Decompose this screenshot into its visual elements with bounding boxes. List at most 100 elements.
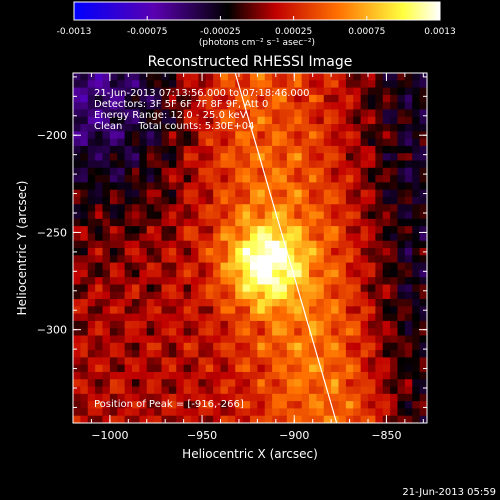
heatmap-cell [191,313,199,322]
heatmap-cell [183,138,192,147]
heatmap-cell [227,255,236,263]
heatmap-cell [154,189,162,198]
heatmap-cell [102,204,111,212]
heatmap-cell [257,87,266,96]
heatmap-cell [154,284,162,293]
heatmap-cell [353,145,362,154]
heatmap-cell [345,248,354,256]
heatmap-cell [139,226,148,234]
heatmap-cell [397,364,406,373]
heatmap-cell [205,204,214,212]
heatmap-cell [95,415,103,423]
heatmap-cell [168,393,177,402]
heatmap-cell [338,306,347,315]
heatmap-cell [161,182,170,191]
heatmap-cell [102,131,111,140]
heatmap-cell [390,320,398,329]
heatmap-cell [382,240,391,249]
heatmap-cell [176,371,185,380]
heatmap-cell [390,94,398,103]
heatmap-cell [95,233,103,242]
heatmap-cell [397,350,406,358]
heatmap-cell [412,87,421,96]
heatmap-cell [250,328,258,336]
heatmap-cell [279,386,288,395]
heatmap-cell [73,255,81,263]
heatmap-cell [139,291,148,300]
heatmap-cell [183,226,192,234]
heatmap-cell [154,408,162,417]
heatmap-cell [323,299,332,307]
heatmap-cell [272,357,280,366]
heatmap-cell [161,269,170,278]
heatmap-cell [397,87,406,96]
heatmap-cell [264,175,273,183]
heatmap-cell [235,401,244,409]
heatmap-cell [191,73,199,81]
heatmap-cell [154,269,162,278]
heatmap-cell [272,335,280,344]
heatmap-cell [309,211,317,220]
heatmap-cell [404,364,413,373]
heatmap-cell [235,299,244,307]
x-tick-label: −950 [187,429,217,442]
heatmap-cell [146,335,155,344]
heatmap-cell [368,175,376,183]
heatmap-cell [95,328,103,336]
heatmap-cell [161,211,170,220]
heatmap-cell [294,408,303,417]
heatmap-cell [168,291,177,300]
heatmap-cell [316,328,325,336]
heatmap-cell [161,248,170,256]
heatmap-cell [73,401,81,409]
heatmap-cell [213,291,221,300]
heatmap-cell [375,379,384,387]
heatmap-cell [316,320,325,329]
heatmap-cell [205,138,214,147]
heatmap-cell [397,379,406,387]
heatmap-cell [412,371,421,380]
heatmap-cell [301,218,310,227]
heatmap-cell [404,313,413,322]
colorbar-tick-label: 0.00075 [348,27,385,37]
heatmap-cell [294,167,303,176]
heatmap-cell [117,211,126,220]
heatmap-cell [309,277,317,285]
heatmap-cell [235,167,244,176]
heatmap-cell [294,116,303,125]
heatmap-cell [331,299,339,307]
heatmap-cell [95,371,103,380]
heatmap-cell [257,182,266,191]
heatmap-cell [242,284,251,293]
heatmap-cell [161,124,170,132]
heatmap-cell [80,386,89,395]
heatmap-cell [286,211,295,220]
heatmap-cell [338,211,347,220]
heatmap-cell [102,284,111,293]
heatmap-cell [198,160,207,169]
heatmap-cell [80,160,89,169]
heatmap-cell [301,233,310,242]
heatmap-cell [412,350,421,358]
heatmap-cell [146,94,155,103]
heatmap-cell [397,262,406,271]
heatmap-cell [132,386,140,395]
colorbar-tick-label: 0.00025 [275,27,312,37]
heatmap-cell [375,175,384,183]
heatmap-cell [213,204,221,212]
heatmap-cell [323,350,332,358]
heatmap-cell [250,109,258,118]
heatmap-cell [109,226,118,234]
heatmap-cell [117,196,126,205]
heatmap-cell [264,313,273,322]
heatmap-cell [154,145,162,154]
heatmap-cell [235,138,244,147]
heatmap-cell [360,313,369,322]
heatmap-cell [168,145,177,154]
heatmap-cell [183,233,192,242]
heatmap-cell [360,328,369,336]
heatmap-cell [117,102,126,110]
heatmap-cell [338,335,347,344]
heatmap-cell [139,248,148,256]
heatmap-cell [132,291,140,300]
